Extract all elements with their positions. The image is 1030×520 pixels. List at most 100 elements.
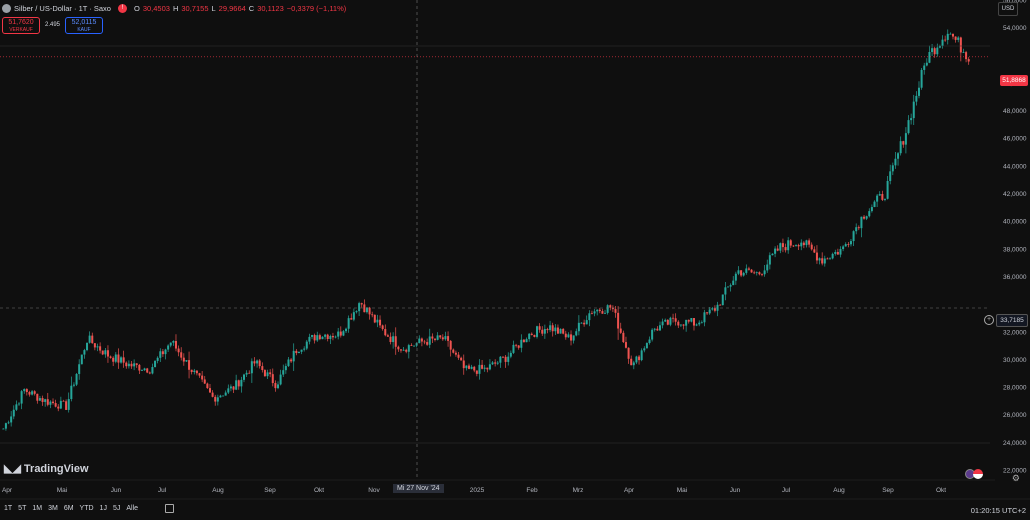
candle [648,336,651,345]
candle [2,428,5,430]
candle [886,175,889,200]
time-tick-label: Sep [882,487,894,494]
candle [203,376,206,385]
candle [881,190,884,201]
candle [946,29,949,45]
crosshair-date-tag: Mi 27 Nov '24 [393,484,444,493]
candle [467,363,471,370]
candle [745,264,748,275]
candle [844,242,847,247]
candle [143,367,146,371]
exclamation-icon[interactable]: ! [117,4,127,13]
candle [690,317,693,323]
candle [795,244,798,247]
candle [593,308,596,317]
symbol-title[interactable]: Silber / US-Dollar · 1T · Saxo [14,4,111,13]
candle [229,384,232,392]
tf-alle[interactable]: Alle [126,505,139,512]
candle [49,400,52,409]
candle [167,344,170,352]
calendar-icon[interactable] [165,504,174,513]
candle [590,310,593,315]
candle [235,374,238,391]
currency-button[interactable]: USD [998,2,1018,16]
candle [271,368,274,387]
candle [360,302,363,308]
event-markers[interactable] [965,469,983,479]
candle [261,362,264,373]
candle [245,370,248,377]
candle [46,392,49,407]
candle [148,371,151,375]
candle [36,393,39,404]
tf-6m[interactable]: 6M [63,505,74,512]
candle [486,367,489,373]
candle [734,271,737,285]
candle [120,356,123,364]
candle [206,382,209,389]
candle [666,319,669,326]
candle [750,269,753,273]
tf-5t[interactable]: 5T [18,505,27,512]
price-axis: 56,000054,000050,000048,000046,000044,00… [1003,0,1027,475]
candle [792,245,795,247]
candle [609,304,612,311]
tf-1j[interactable]: 1J [99,505,107,512]
candle [135,363,138,368]
candle [106,345,109,363]
candle [912,94,915,126]
candle [415,342,418,348]
candle [645,342,648,349]
candle [342,329,345,337]
price-tick-label: 28,0000 [1003,385,1027,392]
candle [737,266,740,276]
candle [193,368,196,375]
candle [624,336,627,349]
clock[interactable]: 01:20:15 UTC+2 [970,506,1026,515]
candle [658,321,661,331]
candle [951,33,955,40]
sell-button[interactable]: 51,7620 VERKAUF [2,17,40,34]
candle [381,324,384,331]
candle [567,332,570,338]
candle [870,204,873,213]
candle [910,113,913,125]
candle [326,333,329,342]
candle [240,376,243,393]
candle [7,420,10,425]
candle [290,358,293,364]
tf-1t[interactable]: 1T [4,505,13,512]
candle [800,239,803,251]
candle [483,364,486,372]
candle [156,356,159,364]
candle [562,328,565,335]
tf-1m[interactable]: 1M [32,505,43,512]
candle [695,323,698,327]
candle [384,324,387,337]
candle [52,398,55,405]
candle [313,333,316,344]
candle [627,347,630,364]
candle [481,360,484,370]
candle [821,252,824,266]
tradingview-logo[interactable]: ◣◢ TradingView [4,462,89,476]
candle [876,194,879,208]
candle [499,356,502,368]
gear-icon[interactable]: ⚙ [1011,473,1020,483]
candle [386,333,389,337]
add-plus-icon[interactable]: + [984,315,994,325]
flag-marker-icon[interactable] [973,469,983,479]
buy-button[interactable]: 52,0115 KAUF [65,17,103,34]
tf-5j[interactable]: 5J [112,505,121,512]
candle [214,394,217,406]
tf-3m[interactable]: 3M [48,505,58,512]
high-value: 30,7155 [181,4,209,13]
tf-ytd[interactable]: YTD [79,505,94,512]
candle [522,339,525,343]
candle [439,335,442,339]
candle [847,242,850,248]
candle [672,313,675,323]
time-tick-label: Mai [57,487,67,494]
candle [266,369,269,380]
